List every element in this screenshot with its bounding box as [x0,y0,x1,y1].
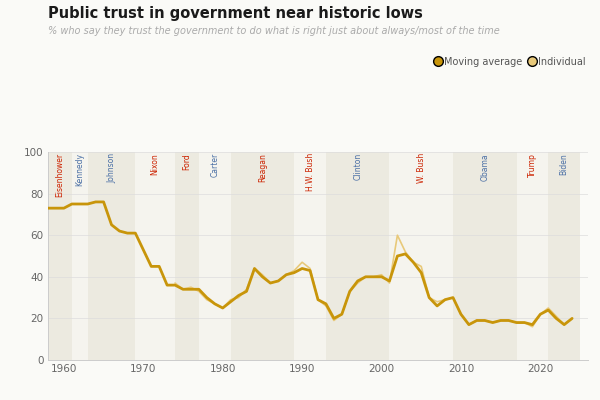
Text: Public trust in government near historic lows: Public trust in government near historic… [48,6,423,21]
Bar [326,152,389,360]
Text: Clinton: Clinton [353,153,362,180]
Text: Ford: Ford [182,153,191,170]
Text: Carter: Carter [210,153,219,177]
Text: Kennedy: Kennedy [75,153,84,186]
Bar [8,152,72,360]
Text: % who say they trust the government to do what is right just about always/most o: % who say they trust the government to d… [48,26,500,36]
Legend: Moving average, Individual: Moving average, Individual [432,53,589,71]
Text: Johnson: Johnson [107,153,116,183]
Text: Trump: Trump [528,153,537,177]
Text: Nixon: Nixon [151,153,160,175]
Text: Obama: Obama [480,153,489,181]
Bar [389,152,453,360]
Text: Biden: Biden [560,153,569,175]
Text: Reagan: Reagan [258,153,267,182]
Bar [230,152,294,360]
Bar [199,152,230,360]
Bar [453,152,517,360]
Bar [517,152,548,360]
Text: Eisenhower: Eisenhower [55,153,64,197]
Bar [136,152,175,360]
Bar [294,152,326,360]
Bar [548,152,580,360]
Text: H.W. Bush: H.W. Bush [305,153,314,191]
Bar [175,152,199,360]
Bar [72,152,88,360]
Bar [88,152,136,360]
Text: W. Bush: W. Bush [417,153,426,183]
